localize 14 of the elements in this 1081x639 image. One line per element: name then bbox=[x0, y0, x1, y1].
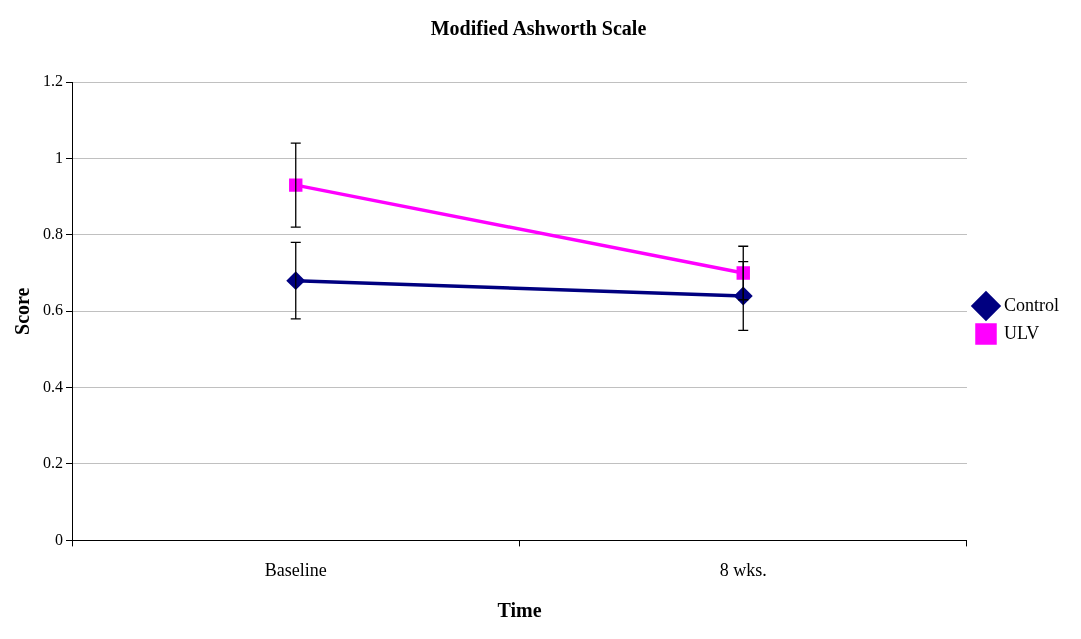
y-tick-label: 0.2 bbox=[43, 454, 63, 472]
x-tick-label: Baseline bbox=[264, 559, 327, 580]
x-tick-label: 8 wks. bbox=[719, 559, 767, 580]
y-tick-label: 1 bbox=[55, 148, 63, 166]
y-tick-label: 0 bbox=[55, 530, 63, 548]
y-axis-title: Score bbox=[11, 287, 34, 335]
x-axis-title: Time bbox=[497, 599, 542, 622]
y-tick-label: 0.8 bbox=[43, 225, 63, 242]
chart-title: Modified Ashworth Scale bbox=[430, 17, 647, 40]
y-tick-label: 0.4 bbox=[43, 377, 63, 395]
legend-label: ULV bbox=[1004, 322, 1040, 343]
y-tick-label: 0.6 bbox=[43, 301, 63, 319]
y-tick-label: 1.2 bbox=[43, 72, 63, 90]
legend-label: Control bbox=[1004, 294, 1060, 315]
